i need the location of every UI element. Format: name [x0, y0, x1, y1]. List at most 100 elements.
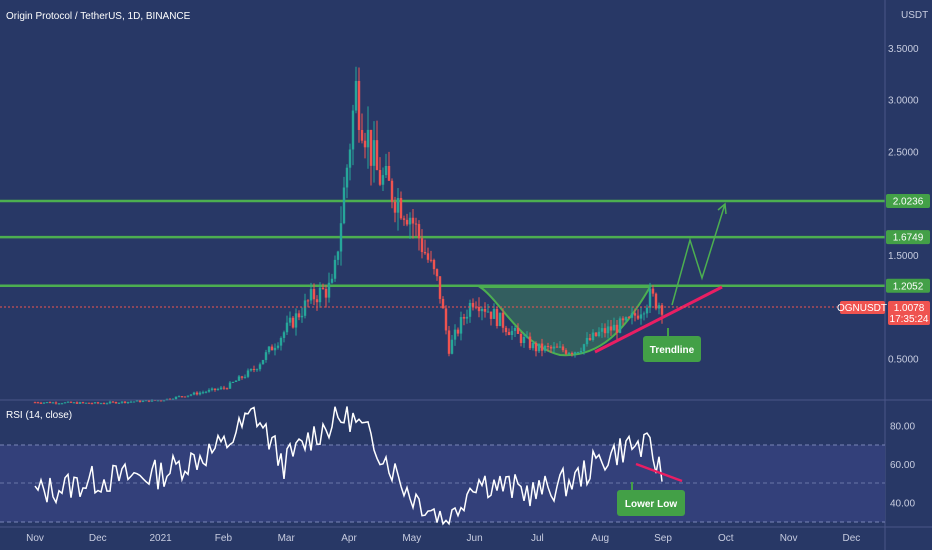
candle-body [72, 402, 76, 404]
candle-body [552, 346, 556, 349]
candle-body [357, 80, 361, 130]
rsi-tick-label: 60.00 [890, 460, 915, 471]
candle-body [90, 403, 94, 405]
candle-body [105, 403, 109, 405]
candle-body [423, 251, 427, 254]
candle-body [402, 218, 406, 220]
candle-body [546, 345, 550, 347]
candle-body [216, 388, 220, 390]
candle-body [333, 259, 337, 279]
candle-body [306, 300, 310, 302]
level-tags: 2.0236 1.6749 1.2052 [886, 194, 930, 293]
candle-body [150, 399, 154, 402]
candle-body [312, 289, 316, 300]
candle-body [525, 336, 529, 338]
time-axis[interactable]: Nov Dec 2021 Feb Mar Apr May Jun Jul Aug Sep Oct Nov… [26, 533, 860, 544]
rsi-lower-low-line [635, 462, 683, 483]
candle-body [465, 316, 469, 319]
candle-body [459, 317, 463, 334]
candle-body [633, 313, 637, 316]
candle-body [144, 400, 148, 402]
candle-body [321, 287, 325, 289]
candle-body [351, 110, 355, 150]
candle-body [360, 129, 364, 141]
candle-body [426, 253, 430, 260]
candle-body [225, 388, 229, 390]
candle-body [597, 331, 601, 337]
candle-body [267, 346, 271, 353]
candle-body [363, 140, 367, 148]
candle-body [624, 317, 628, 321]
price-tick-label: 3.5000 [888, 44, 919, 55]
trendline-label: Trendline [650, 345, 695, 356]
candle-body [522, 336, 526, 344]
candle-body [621, 318, 625, 321]
candle-body [393, 201, 397, 213]
horizontal-levels[interactable] [0, 199, 885, 288]
candle-body [432, 259, 436, 270]
candle-body [279, 337, 283, 346]
candle-body [456, 329, 460, 334]
candle-body [375, 140, 379, 171]
candle-body [270, 346, 274, 351]
candle-body [558, 346, 562, 348]
candle-body [33, 402, 37, 404]
trendline[interactable] [594, 285, 723, 354]
candle-body [309, 289, 313, 301]
candle-body [405, 219, 409, 225]
candle-body [492, 308, 496, 319]
candle-body [420, 238, 424, 252]
candle-body [246, 370, 250, 377]
candle-body [183, 396, 187, 398]
candle-body [48, 402, 52, 404]
candle-body [612, 324, 616, 331]
candle-body [288, 317, 292, 323]
candle-body [198, 392, 202, 395]
time-tick-label: May [402, 533, 421, 544]
candle-body [201, 392, 205, 394]
lower-low-callout: Lower Low [617, 482, 685, 516]
candle-body [588, 337, 592, 341]
rsi-axis[interactable]: 80.00 60.00 40.00 [890, 421, 915, 509]
candle-body [471, 302, 475, 307]
candle-body [42, 402, 46, 404]
price-tick-label: 1.5000 [888, 251, 919, 262]
candle-body [123, 401, 127, 403]
rsi-title: RSI (14, close) [6, 410, 72, 421]
candle-body [75, 402, 79, 404]
candle-body [222, 387, 226, 389]
candle-body [609, 326, 613, 331]
time-tick-label: Jun [467, 533, 483, 544]
price-tick-label: 2.5000 [888, 147, 919, 158]
projection-path [671, 203, 726, 306]
projection-arrowhead [717, 202, 727, 215]
candle-body [327, 282, 331, 298]
candle-body [300, 315, 304, 318]
candle-body [648, 288, 652, 308]
candle-body [501, 312, 505, 328]
candle-body [576, 352, 580, 354]
lower-low-label: Lower Low [625, 499, 677, 510]
candle-body [285, 322, 289, 333]
candle-body [582, 344, 586, 352]
candle-body [264, 352, 268, 360]
candle-body [159, 400, 163, 402]
candle-body [66, 401, 70, 403]
candle-body [567, 352, 571, 354]
candle-body [117, 402, 121, 404]
candle-body [303, 300, 307, 316]
candle-body [579, 351, 583, 353]
candle-body [249, 368, 253, 371]
time-tick-label: Nov [780, 533, 798, 544]
candle-body [417, 224, 421, 239]
candle-body [207, 389, 211, 392]
candle-body [63, 402, 67, 404]
candle-body [489, 311, 493, 319]
candle-body [507, 332, 511, 336]
candle-body [81, 402, 85, 404]
candle-body [231, 381, 235, 383]
candle-body [168, 398, 172, 400]
candle-body [99, 403, 103, 405]
